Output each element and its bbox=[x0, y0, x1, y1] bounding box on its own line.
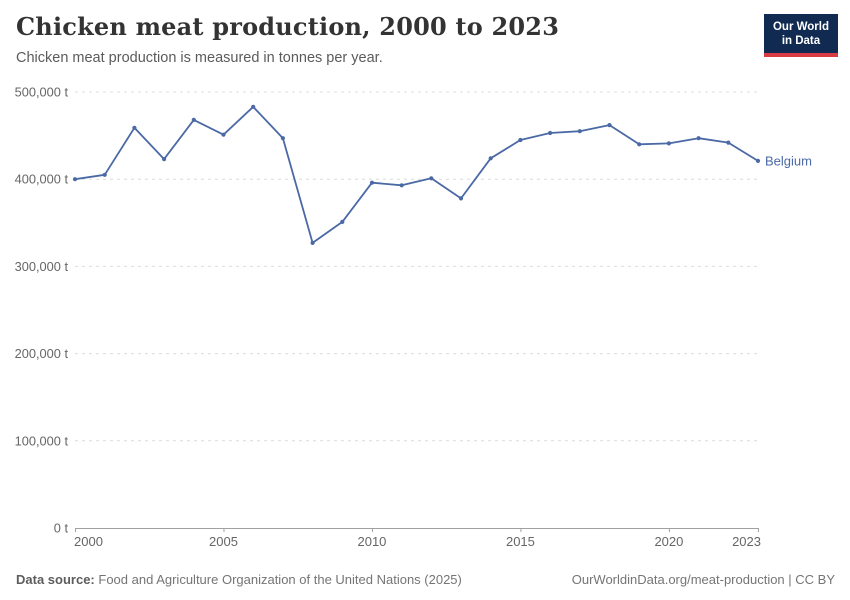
data-point bbox=[726, 140, 731, 145]
data-point bbox=[548, 130, 553, 136]
data-point bbox=[488, 156, 493, 161]
data-point bbox=[221, 132, 226, 137]
owid-logo[interactable]: Our World in Data bbox=[763, 14, 838, 57]
y-tick-label: 400,000 t bbox=[15, 172, 69, 187]
data-point bbox=[162, 157, 167, 162]
series-label-belgium[interactable]: Belgium bbox=[765, 153, 812, 168]
line-chart: 0 t 100,000 t 200,000 t 300,000 t 400,000 t 5… bbox=[15, 85, 812, 550]
x-tick-label: 2023 bbox=[732, 534, 761, 549]
data-point bbox=[637, 142, 642, 147]
chart-subtitle: Chicken meat production is measured in t… bbox=[16, 50, 383, 66]
data-point bbox=[132, 125, 137, 130]
data-source-label: Data source: bbox=[16, 572, 95, 587]
footer-citation-link[interactable]: OurWorldinData.org/meat-production | CC … bbox=[571, 572, 835, 587]
data-point bbox=[191, 117, 196, 122]
data-point bbox=[458, 196, 464, 201]
owid-logo-line2: in Data bbox=[781, 35, 821, 48]
data-point bbox=[369, 180, 375, 185]
data-point bbox=[399, 183, 404, 188]
y-tick-label: 100,000 t bbox=[15, 433, 69, 448]
series-line-belgium bbox=[74, 105, 759, 244]
y-tick-label: 0 t bbox=[54, 521, 69, 536]
data-point bbox=[251, 104, 256, 109]
data-point bbox=[102, 172, 107, 177]
data-point bbox=[518, 137, 523, 143]
y-tick-label: 200,000 t bbox=[15, 346, 69, 361]
x-tick-label: 2015 bbox=[506, 534, 535, 549]
data-point bbox=[666, 141, 672, 146]
chart-title: Chicken meat production, 2000 to 2023 bbox=[16, 12, 560, 41]
chart-footer: Data source: Food and Agriculture Organi… bbox=[16, 572, 835, 587]
y-tick-label: 300,000 t bbox=[15, 259, 69, 274]
data-source-text: Food and Agriculture Organization of the… bbox=[98, 572, 462, 587]
y-tick-label: 500,000 t bbox=[15, 85, 69, 100]
x-tick-label: 2005 bbox=[209, 534, 238, 549]
x-tick-label: 2000 bbox=[74, 534, 103, 549]
data-point bbox=[577, 129, 582, 134]
data-point bbox=[72, 177, 78, 182]
data-point bbox=[607, 123, 612, 128]
x-tick-label: 2020 bbox=[654, 534, 683, 549]
data-source: Data source: Food and Agriculture Organi… bbox=[16, 572, 462, 587]
data-point bbox=[340, 219, 345, 224]
x-tick-label: 2010 bbox=[357, 534, 386, 549]
data-point bbox=[280, 136, 285, 141]
owid-logo-line1: Our World bbox=[772, 21, 829, 33]
chart-header: Chicken meat production, 2000 to 2023 Ch… bbox=[16, 12, 740, 66]
data-point bbox=[755, 158, 761, 163]
data-point bbox=[429, 176, 434, 181]
data-point bbox=[310, 240, 315, 245]
data-point bbox=[696, 136, 701, 141]
